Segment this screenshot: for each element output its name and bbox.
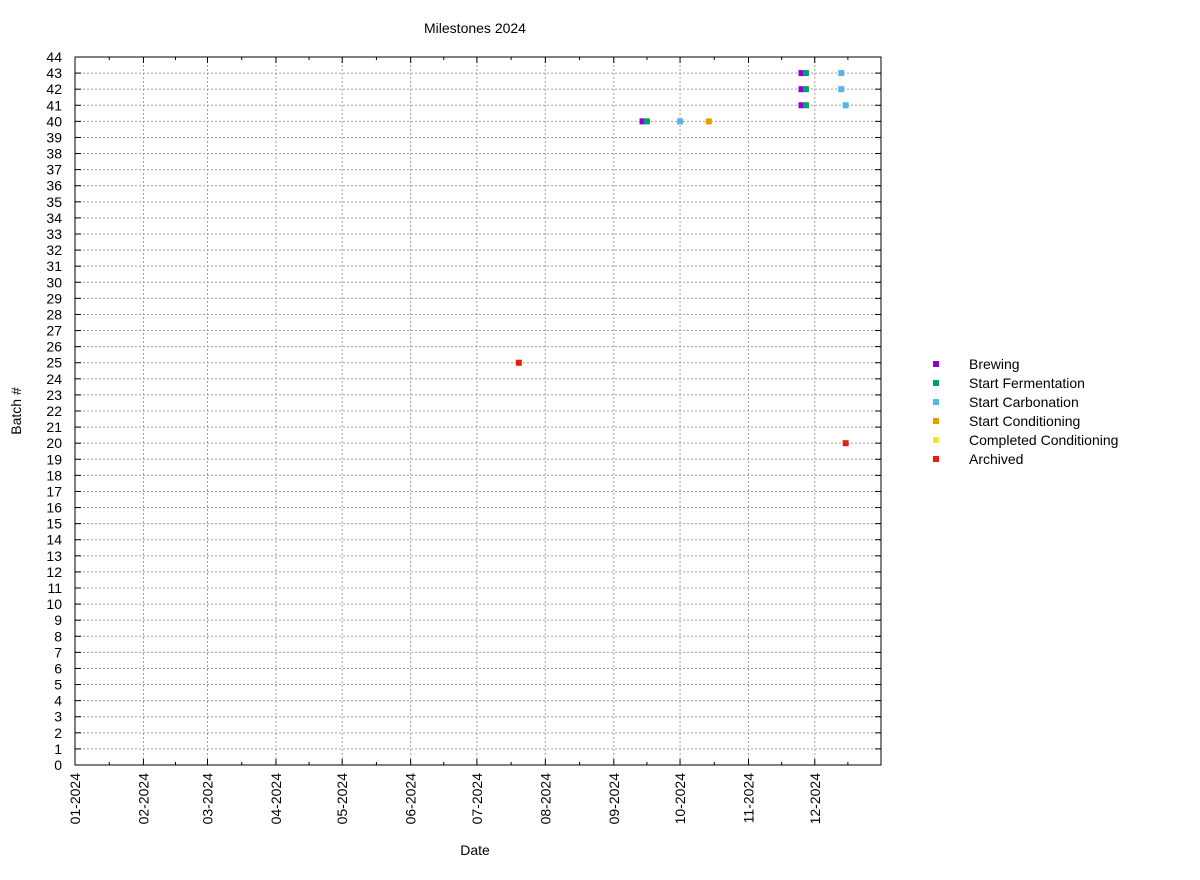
y-tick-label: 9 (54, 612, 62, 628)
x-tick-label: 07-2024 (469, 773, 485, 825)
y-tick-label: 36 (46, 178, 62, 194)
y-tick-label: 34 (46, 210, 62, 226)
legend-label: Start Carbonation (969, 394, 1079, 410)
x-tick-label: 12-2024 (807, 773, 823, 825)
y-tick-label: 1 (54, 741, 62, 757)
y-tick-label: 25 (46, 355, 62, 371)
data-point-archived (515, 359, 522, 366)
legend-marker (933, 456, 939, 462)
data-point-brewing (798, 70, 805, 77)
y-tick-label: 4 (54, 693, 62, 709)
y-tick-label: 14 (46, 532, 62, 548)
x-tick-label: 06-2024 (403, 773, 419, 825)
y-tick-label: 22 (46, 403, 62, 419)
legend-marker (933, 361, 939, 367)
data-point-start-fermentation (802, 70, 809, 77)
y-tick-label: 19 (46, 451, 62, 467)
data-points (515, 70, 849, 447)
y-tick-label: 38 (46, 146, 62, 162)
y-tick-label: 0 (54, 757, 62, 773)
y-tick-label: 31 (46, 258, 62, 274)
y-tick-label: 23 (46, 387, 62, 403)
y-tick-label: 42 (46, 81, 62, 97)
x-tick-label: 03-2024 (199, 773, 215, 825)
y-tick-label: 7 (54, 644, 62, 660)
data-point-start-fermentation (802, 102, 809, 109)
legend-label: Completed Conditioning (969, 432, 1118, 448)
x-tick-label: 10-2024 (672, 773, 688, 825)
y-tick-label: 17 (46, 483, 62, 499)
data-point-start-fermentation (643, 118, 650, 125)
y-tick-label: 10 (46, 596, 62, 612)
y-tick-label: 39 (46, 129, 62, 145)
y-tick-label: 24 (46, 371, 62, 387)
legend-label: Start Conditioning (969, 413, 1080, 429)
y-tick-label: 5 (54, 677, 62, 693)
y-tick-label: 35 (46, 194, 62, 210)
y-tick-label: 11 (47, 580, 62, 596)
y-tick-label: 37 (46, 162, 62, 178)
legend-label: Archived (969, 451, 1023, 467)
legend-marker (933, 418, 939, 424)
y-tick-label: 8 (54, 628, 62, 644)
x-tick-label: 01-2024 (67, 773, 83, 825)
y-tick-label: 44 (46, 49, 62, 65)
legend: Brewing Start Fermentation Start Carbonati… (933, 356, 1118, 467)
legend-marker (933, 437, 939, 443)
legend-label: Start Fermentation (969, 375, 1085, 391)
x-tick-label: 05-2024 (334, 773, 350, 825)
y-tick-label: 43 (46, 65, 62, 81)
data-point-brewing (639, 118, 646, 125)
x-tick-label: 11-2024 (741, 773, 757, 824)
y-tick-label: 15 (46, 516, 62, 532)
data-point-brewing (798, 86, 805, 93)
grid-lines (75, 57, 881, 765)
y-tick-label: 28 (46, 306, 62, 322)
data-point-brewing (798, 102, 805, 109)
x-tick-label: 09-2024 (606, 773, 622, 825)
data-point-start-carbonation (842, 102, 849, 109)
y-axis: 0123456789101112131415161718192021222324… (46, 49, 881, 773)
y-tick-label: 21 (46, 419, 62, 435)
y-tick-label: 30 (46, 274, 62, 290)
y-tick-label: 13 (46, 548, 62, 564)
data-point-start-fermentation (802, 86, 809, 93)
data-point-archived (842, 440, 849, 447)
y-tick-label: 2 (54, 725, 62, 741)
x-tick-label: 04-2024 (268, 773, 284, 825)
x-tick-label: 08-2024 (537, 773, 553, 825)
data-point-start-carbonation (677, 118, 684, 125)
legend-marker (933, 399, 939, 405)
data-point-start-carbonation (838, 70, 845, 77)
y-tick-label: 20 (46, 435, 62, 451)
y-tick-label: 26 (46, 339, 62, 355)
y-tick-label: 32 (46, 242, 62, 258)
data-point-start-carbonation (838, 86, 845, 93)
y-tick-label: 40 (46, 113, 62, 129)
y-tick-label: 33 (46, 226, 62, 242)
chart-title: Milestones 2024 (424, 20, 526, 36)
y-tick-label: 6 (54, 660, 62, 676)
y-tick-label: 12 (46, 564, 62, 580)
data-point-start-conditioning (705, 118, 712, 125)
x-axis-label: Date (460, 842, 490, 858)
x-axis: 01-2024 02-2024 03-2024 04-2024 05-2024 06-20… (67, 57, 849, 825)
y-axis-label: Batch # (8, 387, 24, 435)
y-tick-label: 16 (46, 500, 62, 516)
y-tick-label: 29 (46, 290, 62, 306)
legend-marker (933, 380, 939, 386)
legend-label: Brewing (969, 356, 1020, 372)
y-tick-label: 18 (46, 467, 62, 483)
y-tick-label: 27 (46, 323, 62, 339)
y-tick-label: 3 (54, 709, 62, 725)
x-tick-label: 02-2024 (135, 773, 151, 825)
y-tick-label: 41 (46, 97, 62, 113)
